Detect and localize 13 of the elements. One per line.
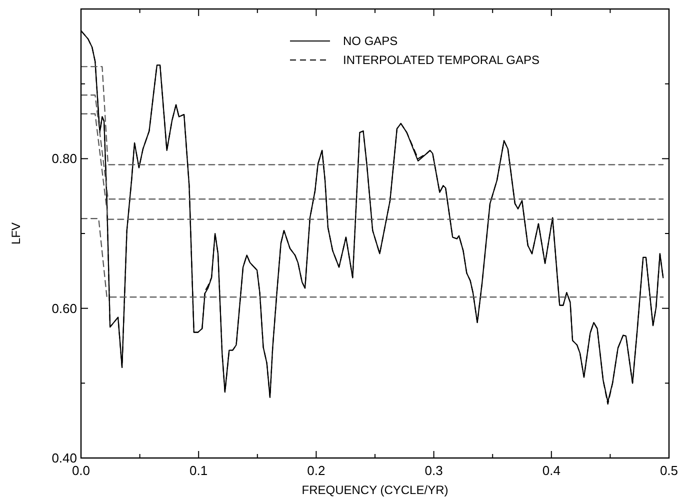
x-tick-label: 0.4 bbox=[542, 463, 560, 478]
y-tick-label: 0.80 bbox=[52, 151, 77, 166]
x-axis-title: FREQUENCY (CYCLE/YR) bbox=[302, 483, 448, 497]
x-tick-label: 0.5 bbox=[660, 463, 678, 478]
legend-label: NO GAPS bbox=[343, 34, 398, 48]
y-axis-title: LFV bbox=[9, 222, 23, 245]
x-tick-label: 0.0 bbox=[72, 463, 90, 478]
x-tick-label: 0.3 bbox=[424, 463, 443, 478]
legend-label: INTERPOLATED TEMPORAL GAPS bbox=[343, 53, 540, 68]
x-tick-label: 0.2 bbox=[307, 463, 326, 478]
x-tick-label: 0.1 bbox=[190, 463, 208, 478]
y-tick-label: 0.60 bbox=[52, 300, 77, 316]
y-tick-label: 0.40 bbox=[52, 450, 77, 466]
